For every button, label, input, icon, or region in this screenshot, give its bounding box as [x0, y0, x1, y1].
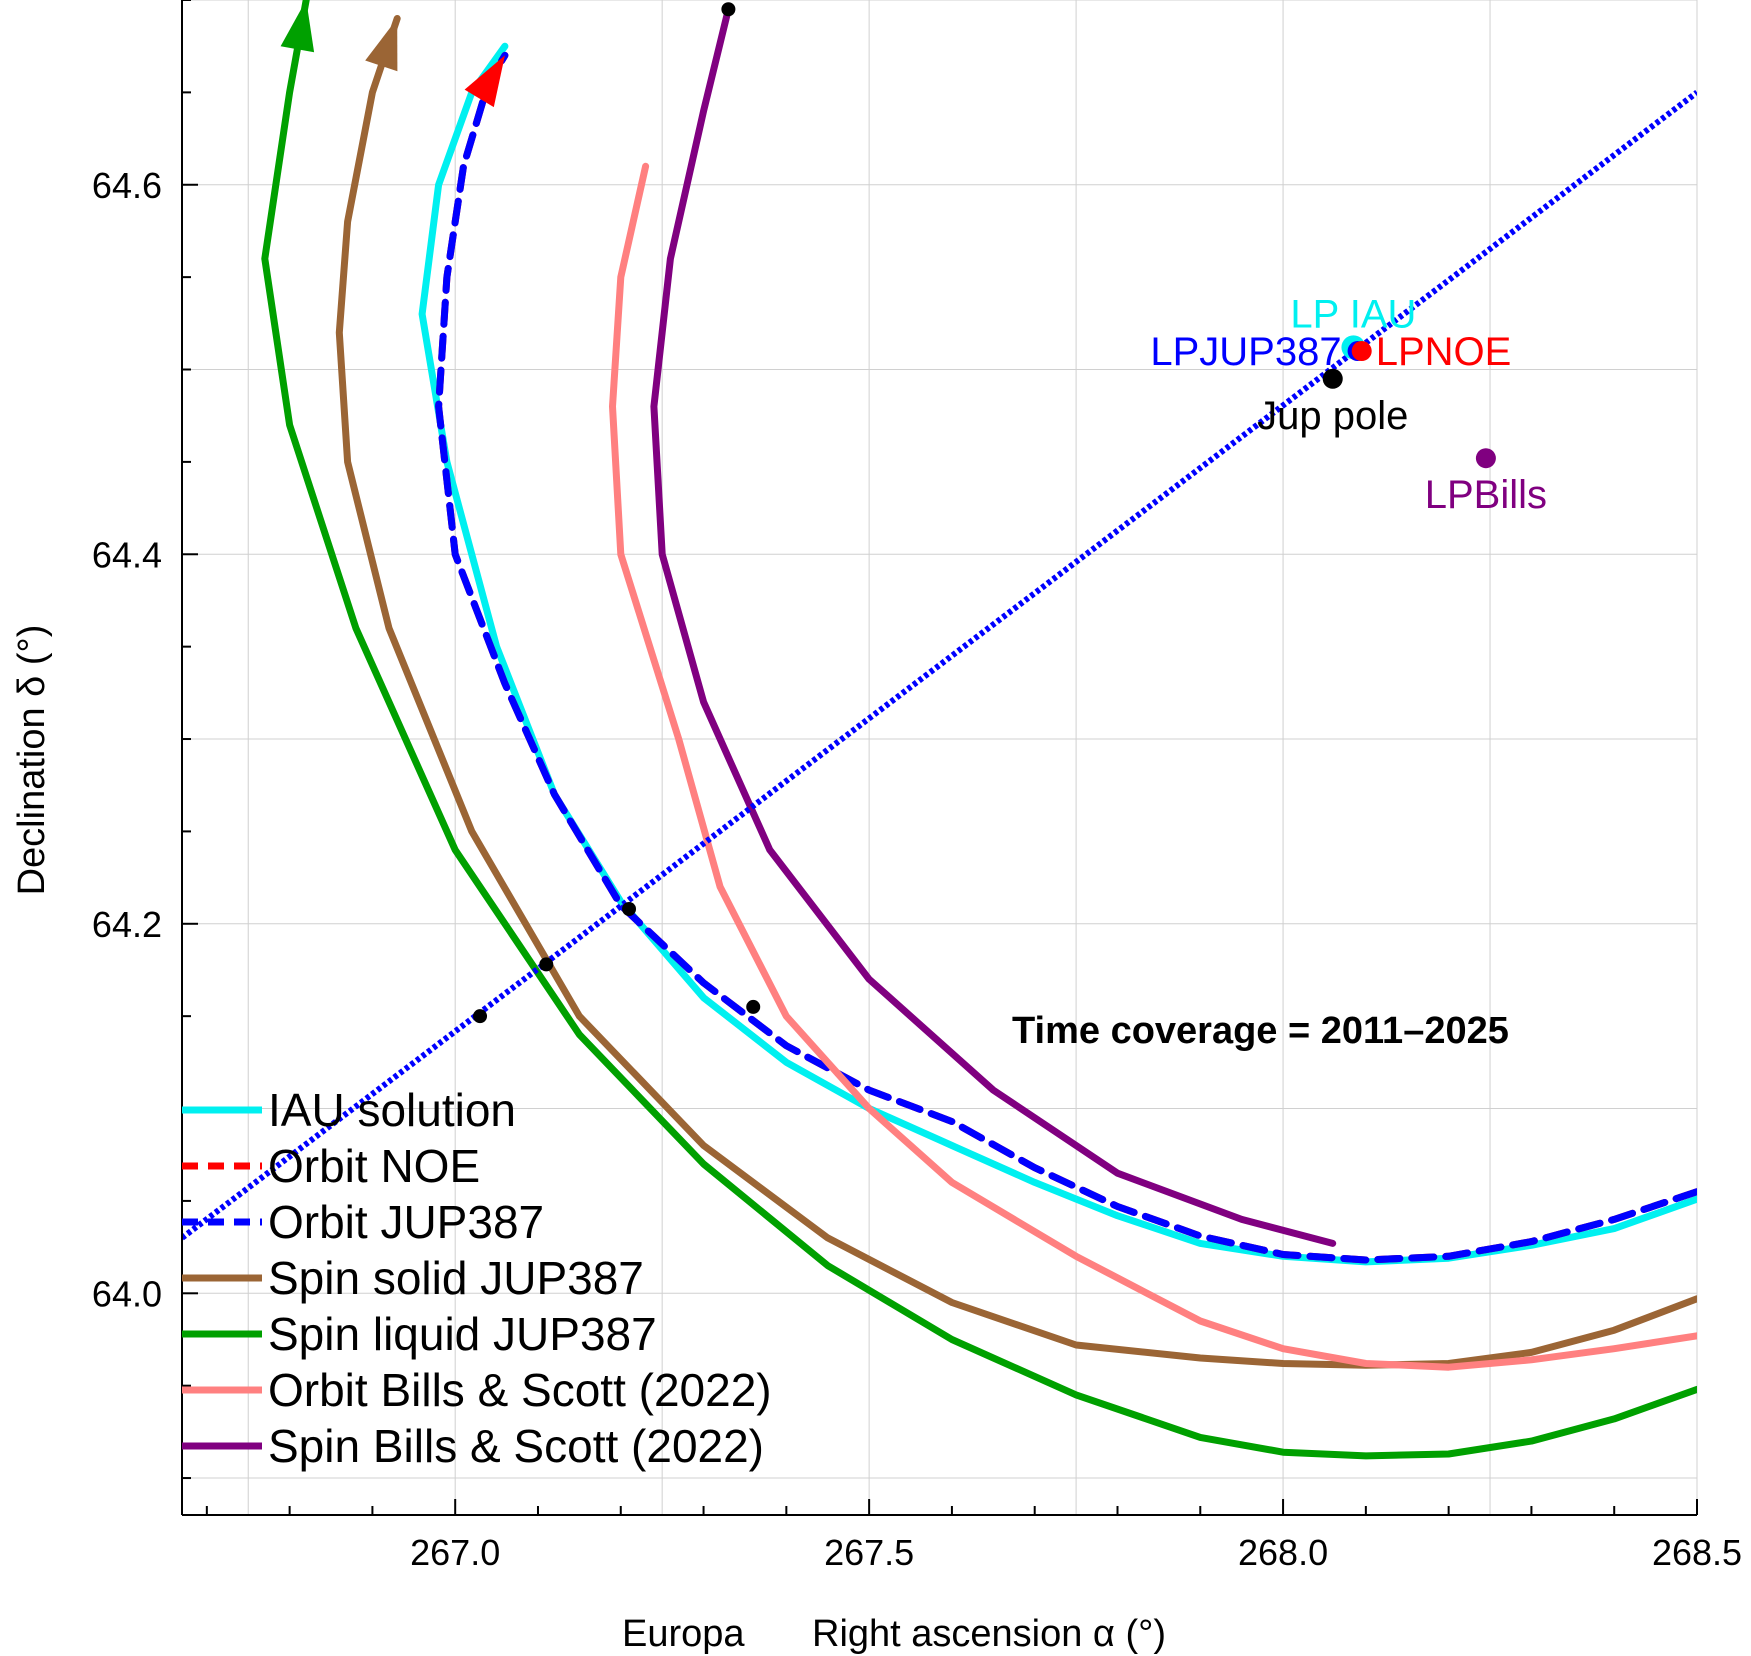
y-axis-title: Declination δ (°) — [11, 625, 53, 896]
point-label-lpbills: LPBills — [1425, 473, 1547, 517]
y-tick-label: 64.4 — [92, 534, 162, 575]
x-tick-label: 267.5 — [824, 1532, 914, 1573]
x-tick-label: 268.5 — [1652, 1532, 1742, 1573]
series-line-orbit-jup387 — [435, 51, 1697, 1264]
series-line-orbit-bills-scott-2022 — [609, 162, 1697, 1371]
arrowhead-spin-liquid-jup387 — [280, 0, 315, 53]
y-tick-label: 64.6 — [92, 165, 162, 206]
y-tick-label: 64.0 — [92, 1273, 162, 1314]
series-line-spin-bills-scott-2022 — [650, 5, 1337, 1247]
point-label-jup-pole: Jup pole — [1257, 394, 1408, 438]
legend-label-iau-solution: IAU solution — [268, 1084, 516, 1136]
legend-label-orbit-noe: Orbit NOE — [268, 1140, 480, 1192]
arrowhead-spin-solid-jup387 — [365, 18, 398, 72]
point-lpnoe — [1351, 341, 1372, 362]
grid-lines — [182, 0, 1698, 1515]
series-line-iau-solution — [418, 42, 1697, 1266]
x-tick-label: 268.0 — [1238, 1532, 1328, 1573]
axes-frame — [181, 0, 1697, 1516]
series-line-jupiter-node-line — [182, 90, 1697, 1241]
intersection-marker — [622, 902, 637, 916]
arrowheads-layer — [280, 0, 505, 108]
markers-layer — [473, 2, 1496, 1024]
point-label-lpnoe: LPNOE — [1376, 330, 1512, 374]
point-label-lp-iau: LP IAU — [1290, 292, 1416, 336]
point-lpbills — [1475, 448, 1496, 469]
arrowhead-orbit-noe — [464, 55, 505, 108]
series-line-spin-liquid-jup387 — [261, 0, 1697, 1460]
curves-layer — [182, 0, 1697, 1460]
legend-label-orbit-jup387: Orbit JUP387 — [268, 1196, 544, 1248]
series-line-spin-solid-jup387 — [335, 15, 1697, 1369]
y-tick-label: 64.2 — [92, 904, 162, 945]
legend-label-orbit-bills-scott-2022: Orbit Bills & Scott (2022) — [268, 1364, 772, 1416]
legend-label-spin-solid-jup387: Spin solid JUP387 — [268, 1252, 644, 1304]
point-jup-pole — [1322, 368, 1343, 389]
tick-marks — [182, 0, 1698, 1515]
x-axis-title: Right ascension α (°) — [812, 1613, 1166, 1655]
legend-label-spin-liquid-jup387: Spin liquid JUP387 — [268, 1308, 657, 1360]
point-label-lpjup387: LPJUP387 — [1150, 330, 1341, 374]
x-tick-label: 267.0 — [410, 1532, 500, 1573]
tick-labels: 267.0 267.5 268.0 268.5 64.0 64.2 64.4 64.6 — [92, 165, 1742, 1573]
intersection-marker — [473, 1009, 488, 1024]
intersection-marker — [539, 957, 554, 972]
time-coverage-annotation: Time coverage = 2011–2025 — [1012, 1010, 1509, 1052]
intersection-marker — [746, 999, 761, 1014]
x-axis-prefix: Europa — [622, 1613, 745, 1655]
legend-label-spin-bills-scott-2022: Spin Bills & Scott (2022) — [268, 1420, 764, 1472]
intersection-marker — [721, 2, 736, 17]
